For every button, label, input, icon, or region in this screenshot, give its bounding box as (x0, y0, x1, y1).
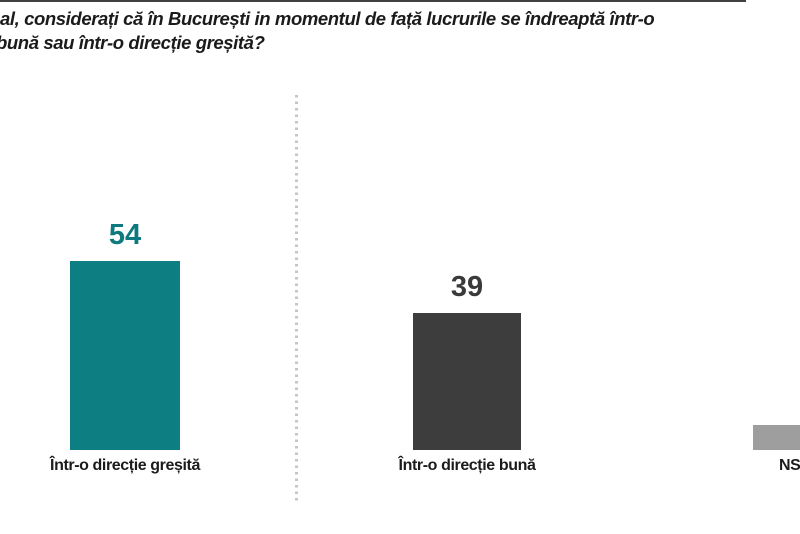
bar-value-label-directie-buna: 39 (450, 271, 484, 303)
bar-ns (753, 425, 800, 450)
dotted-section-divider (295, 95, 298, 503)
chart-title: al, considerați că în București in momen… (0, 7, 655, 55)
chart-title-line1: al, considerați că în București in momen… (0, 8, 655, 29)
bar-value-label-directie-gresita: 54 (108, 219, 142, 251)
cropped-text-remnant (0, 0, 746, 2)
bar-directie-gresita (70, 261, 180, 450)
bar-category-label-directie-gresita: Într-o direcție greșită (50, 457, 200, 474)
bar-category-label-directie-buna: Într-o direcție bună (398, 457, 536, 474)
bar-directie-buna (413, 313, 521, 450)
bar-category-label-ns: NS (779, 457, 800, 474)
chart-title-line2: bună sau într-o direcție greșită? (0, 32, 265, 53)
